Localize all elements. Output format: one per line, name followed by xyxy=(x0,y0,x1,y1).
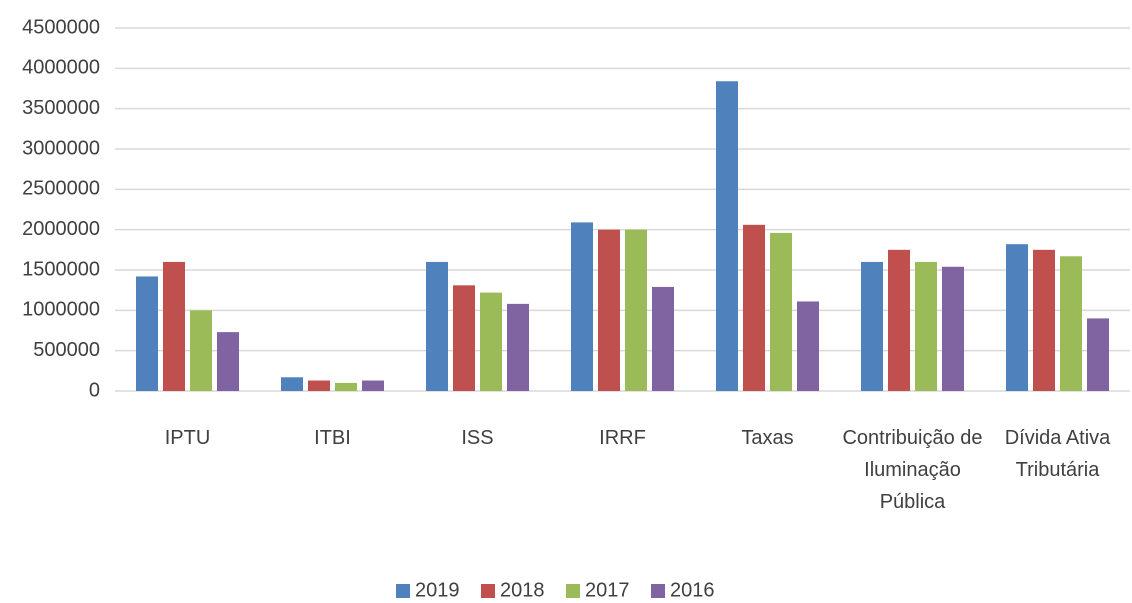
legend-label: 2019 xyxy=(415,579,460,601)
y-tick-label: 1500000 xyxy=(22,258,100,280)
y-tick-label: 3500000 xyxy=(22,97,100,119)
bar xyxy=(888,249,910,391)
bar xyxy=(480,292,502,391)
bar xyxy=(426,261,448,391)
bar xyxy=(308,380,330,391)
bar xyxy=(571,222,593,391)
bar xyxy=(625,229,647,391)
y-tick-label: 3000000 xyxy=(22,137,100,159)
bar xyxy=(743,224,765,391)
bar xyxy=(1060,256,1082,391)
bar xyxy=(1087,318,1109,391)
bar xyxy=(217,332,239,391)
bar xyxy=(1006,244,1028,391)
bar xyxy=(136,276,158,391)
bar xyxy=(797,301,819,391)
bar xyxy=(335,382,357,391)
y-tick-label: 500000 xyxy=(33,339,100,361)
legend-label: 2017 xyxy=(585,579,630,601)
legend-swatch xyxy=(481,584,495,598)
bar xyxy=(861,261,883,391)
bar xyxy=(507,303,529,391)
bar xyxy=(362,380,384,391)
y-tick-label: 4500000 xyxy=(22,16,100,38)
bar xyxy=(1033,249,1055,391)
bar xyxy=(163,261,185,391)
bar xyxy=(281,377,303,391)
bar xyxy=(453,285,475,391)
y-tick-label: 2500000 xyxy=(22,178,100,200)
y-tick-label: 1000000 xyxy=(22,299,100,321)
x-tick-label: Dívida Ativa Tributária xyxy=(1004,427,1111,481)
y-tick-label: 0 xyxy=(89,379,100,401)
bar xyxy=(716,81,738,392)
x-tick-label: Taxas xyxy=(741,427,794,449)
bar xyxy=(598,229,620,391)
x-tick-label: IRRF xyxy=(599,427,646,449)
legend-swatch xyxy=(651,584,665,598)
x-tick-label: ISS xyxy=(461,427,494,449)
x-tick-label: ITBI xyxy=(314,427,351,449)
y-tick-label: 4000000 xyxy=(22,57,100,79)
bar xyxy=(942,266,964,391)
x-tick-label: IPTU xyxy=(164,427,211,449)
bar xyxy=(652,286,674,391)
legend-label: 2018 xyxy=(500,579,545,601)
legend-swatch xyxy=(566,584,580,598)
bar xyxy=(190,310,212,391)
legend-swatch xyxy=(396,584,410,598)
bar xyxy=(770,232,792,391)
legend-label: 2016 xyxy=(670,579,715,601)
x-tick-label: Contribuição de Iluminação Pública xyxy=(842,427,983,513)
bar xyxy=(915,261,937,391)
y-tick-label: 2000000 xyxy=(22,218,100,240)
